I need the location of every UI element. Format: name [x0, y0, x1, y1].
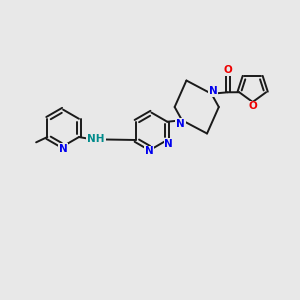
Text: N: N	[176, 119, 185, 129]
Text: N: N	[208, 86, 217, 96]
Text: O: O	[249, 101, 258, 111]
Text: N: N	[145, 146, 154, 157]
Text: N: N	[59, 144, 68, 154]
Text: O: O	[223, 65, 232, 76]
Text: NH: NH	[87, 134, 105, 144]
Text: N: N	[164, 139, 173, 148]
